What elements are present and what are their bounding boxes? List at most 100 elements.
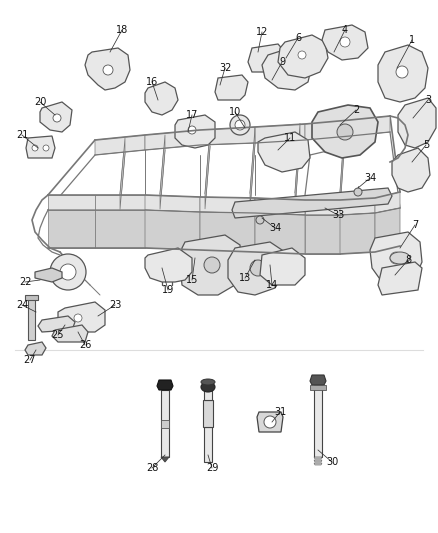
Polygon shape xyxy=(378,45,428,102)
Polygon shape xyxy=(40,102,72,132)
Text: 34: 34 xyxy=(269,223,281,233)
Text: 25: 25 xyxy=(52,330,64,340)
Text: 33: 33 xyxy=(332,210,344,220)
Text: 32: 32 xyxy=(219,63,231,73)
Polygon shape xyxy=(161,420,169,428)
Polygon shape xyxy=(95,135,145,155)
Polygon shape xyxy=(25,342,46,355)
Polygon shape xyxy=(145,248,192,282)
Text: 28: 28 xyxy=(146,463,158,473)
Polygon shape xyxy=(314,385,322,457)
Polygon shape xyxy=(310,375,326,385)
Text: 1: 1 xyxy=(409,35,415,45)
Polygon shape xyxy=(375,192,400,213)
Polygon shape xyxy=(200,212,255,252)
Polygon shape xyxy=(260,248,305,285)
Polygon shape xyxy=(120,138,125,209)
Polygon shape xyxy=(145,82,178,115)
Text: 31: 31 xyxy=(274,407,286,417)
Polygon shape xyxy=(58,302,105,332)
Polygon shape xyxy=(398,98,436,148)
Circle shape xyxy=(74,314,82,322)
Polygon shape xyxy=(95,210,145,248)
Polygon shape xyxy=(52,325,88,342)
Circle shape xyxy=(50,254,86,290)
Polygon shape xyxy=(295,124,300,208)
Polygon shape xyxy=(314,457,322,459)
Polygon shape xyxy=(255,124,305,143)
Polygon shape xyxy=(340,198,375,215)
Circle shape xyxy=(188,126,196,134)
Polygon shape xyxy=(25,295,38,300)
Text: 22: 22 xyxy=(19,277,31,287)
Polygon shape xyxy=(215,75,248,100)
Polygon shape xyxy=(200,197,255,213)
Polygon shape xyxy=(35,268,62,282)
Circle shape xyxy=(390,252,402,264)
Polygon shape xyxy=(38,316,75,332)
Circle shape xyxy=(53,114,61,122)
Text: 14: 14 xyxy=(266,280,278,290)
Circle shape xyxy=(250,260,266,276)
Text: 5: 5 xyxy=(423,140,429,150)
Polygon shape xyxy=(228,242,285,295)
Polygon shape xyxy=(175,115,215,148)
Polygon shape xyxy=(204,382,212,400)
Text: 11: 11 xyxy=(284,133,296,143)
Polygon shape xyxy=(340,213,375,254)
Text: 15: 15 xyxy=(186,275,198,285)
Text: 21: 21 xyxy=(16,130,28,140)
Polygon shape xyxy=(161,457,169,462)
Polygon shape xyxy=(145,210,200,250)
Text: 20: 20 xyxy=(34,97,46,107)
Text: 6: 6 xyxy=(295,33,301,43)
Text: 18: 18 xyxy=(116,25,128,35)
Polygon shape xyxy=(305,215,340,254)
Circle shape xyxy=(396,66,408,78)
Polygon shape xyxy=(312,105,378,158)
Text: 30: 30 xyxy=(326,457,338,467)
Polygon shape xyxy=(157,380,173,390)
Circle shape xyxy=(337,124,353,140)
Polygon shape xyxy=(350,116,390,136)
Circle shape xyxy=(298,51,306,59)
Text: 3: 3 xyxy=(425,95,431,105)
Polygon shape xyxy=(378,262,422,295)
Polygon shape xyxy=(305,120,350,140)
Text: 13: 13 xyxy=(239,273,251,283)
Polygon shape xyxy=(180,235,242,295)
Polygon shape xyxy=(278,35,328,78)
Polygon shape xyxy=(305,200,340,215)
Polygon shape xyxy=(232,188,392,218)
Polygon shape xyxy=(314,463,322,465)
Polygon shape xyxy=(205,131,210,209)
Text: 9: 9 xyxy=(279,57,285,67)
Polygon shape xyxy=(262,48,312,90)
Circle shape xyxy=(235,120,245,130)
Text: 10: 10 xyxy=(229,107,241,117)
Polygon shape xyxy=(26,136,55,158)
Text: 23: 23 xyxy=(109,300,121,310)
Polygon shape xyxy=(85,48,130,90)
Polygon shape xyxy=(95,195,145,210)
Text: 2: 2 xyxy=(353,105,359,115)
Text: 4: 4 xyxy=(342,25,348,35)
Text: 17: 17 xyxy=(186,110,198,120)
Polygon shape xyxy=(375,208,400,252)
Text: 27: 27 xyxy=(24,355,36,365)
Polygon shape xyxy=(145,195,200,212)
Polygon shape xyxy=(161,390,169,457)
Circle shape xyxy=(32,145,38,151)
Ellipse shape xyxy=(201,379,215,385)
Polygon shape xyxy=(310,385,326,390)
Polygon shape xyxy=(160,135,165,209)
Text: 12: 12 xyxy=(256,27,268,37)
Polygon shape xyxy=(322,25,368,60)
Polygon shape xyxy=(203,400,213,427)
Text: 34: 34 xyxy=(364,173,376,183)
Circle shape xyxy=(60,264,76,280)
Polygon shape xyxy=(258,132,310,172)
Polygon shape xyxy=(48,210,95,248)
Polygon shape xyxy=(200,127,255,145)
Text: 19: 19 xyxy=(162,285,174,295)
